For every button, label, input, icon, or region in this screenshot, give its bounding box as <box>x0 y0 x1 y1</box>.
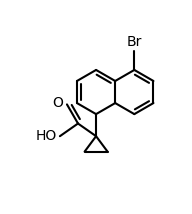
Text: Br: Br <box>127 35 142 49</box>
Text: HO: HO <box>36 129 57 143</box>
Text: O: O <box>53 97 64 110</box>
